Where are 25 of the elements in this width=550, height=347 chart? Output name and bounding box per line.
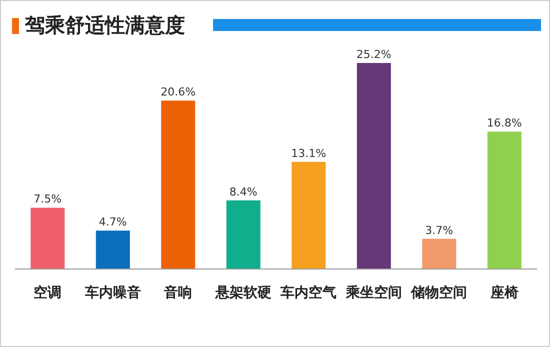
bar [161,100,196,269]
x-tick-label: 车内噪音 [84,284,141,301]
chart-title: 驾乘舒适性满意度 [25,12,185,39]
x-tick-label: 车内空气 [280,284,337,301]
bar [487,132,522,269]
bar [356,63,391,269]
x-tick-label: 储物空间 [410,284,468,301]
bar [292,162,326,269]
data-label: 3.7% [425,224,454,237]
data-label: 4.7% [98,216,127,229]
data-label: 20.6% [160,86,196,99]
data-label: 13.1% [291,146,326,160]
x-tick-label: 空调 [34,284,62,301]
x-tick-label: 乘坐空间 [344,284,402,301]
data-label: 8.4% [229,185,258,198]
data-label: 25.2% [356,48,392,61]
data-label: 16.8% [486,116,522,130]
x-tick-label: 座椅 [489,284,518,301]
x-tick-label: 悬架软硬 [214,284,272,301]
bar [96,230,130,269]
bar [30,208,65,269]
data-label: 7.5% [34,192,62,206]
bar [422,238,456,269]
x-tick-label: 音响 [163,284,192,301]
bar [226,200,260,269]
